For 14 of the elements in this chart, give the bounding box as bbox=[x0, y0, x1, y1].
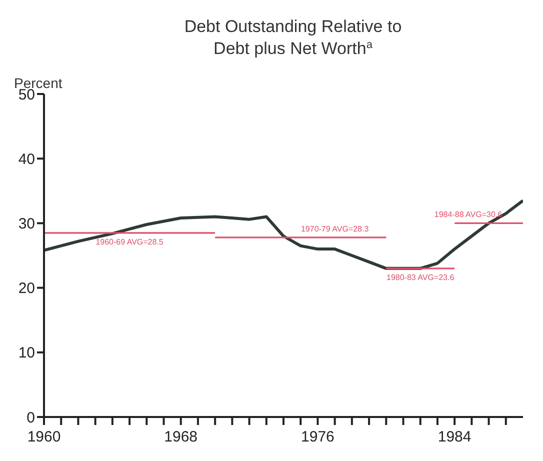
x-tick-label: 1976 bbox=[301, 428, 334, 446]
chart-title: Debt Outstanding Relative to Debt plus Net Worth$^{a}$ bbox=[184, 17, 402, 58]
annotation: 1984-88 AVG=30.6 bbox=[434, 210, 503, 220]
y-tick-label: 0 bbox=[26, 409, 35, 426]
y-tick-label: 40 bbox=[18, 150, 35, 168]
y-tick-label: 20 bbox=[18, 280, 35, 298]
y-tick-label: 10 bbox=[18, 344, 35, 362]
x-tick-label: 1960 bbox=[27, 428, 61, 446]
annotation: 1980-83 AVG=23.6 bbox=[386, 273, 455, 282]
x-tick-label: 1984 bbox=[438, 428, 472, 446]
x-tick-label: 1968 bbox=[164, 428, 198, 446]
annotation: 1960-69 AVG=28.5 bbox=[96, 238, 164, 247]
annotation: 1970-79 AVG=28.3 bbox=[300, 224, 370, 234]
y-tick-label: 30 bbox=[18, 216, 35, 233]
